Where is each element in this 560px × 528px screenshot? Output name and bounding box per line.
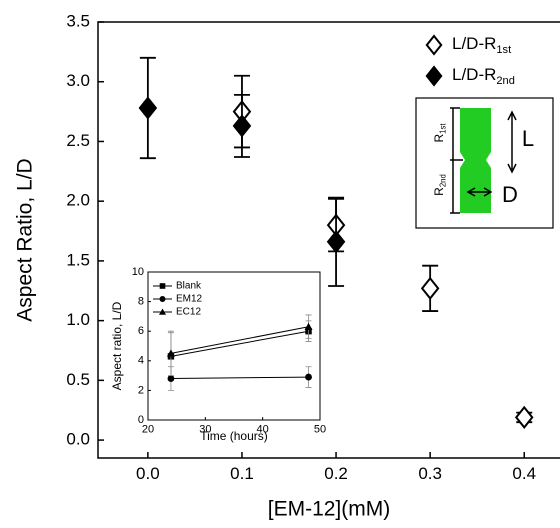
- y-tick-label: 2: [138, 384, 144, 396]
- plot-background: [148, 272, 320, 420]
- axes-frame: [97, 21, 560, 459]
- marker: [420, 276, 440, 300]
- marker: [425, 65, 443, 87]
- y-tick-label: 4: [138, 355, 144, 367]
- y-tick-label: 1.5: [66, 250, 90, 269]
- schematic-label-main: R: [432, 134, 446, 143]
- x-tick-label: 40: [257, 423, 269, 435]
- marker: [304, 322, 313, 330]
- y-tick-label: 0.5: [66, 370, 90, 389]
- marker: [159, 296, 166, 302]
- schematic-label: R2nd: [432, 174, 447, 196]
- schematic-label: L: [522, 126, 534, 151]
- y-tick-label: 0.0: [66, 430, 90, 449]
- marker: [159, 283, 166, 289]
- x-tick-label: 50: [314, 423, 326, 435]
- series-line: [170, 326, 309, 354]
- y-axis-label: Aspect ratio, L/D: [110, 301, 124, 390]
- legend-label: Blank: [176, 281, 202, 292]
- x-tick-label: 30: [199, 423, 211, 435]
- marker: [138, 96, 158, 120]
- marker: [305, 373, 312, 381]
- series-line: [170, 376, 309, 380]
- x-tick-label: 20: [142, 423, 154, 435]
- y-tick-label: 1.0: [66, 310, 90, 329]
- x-axis-label: [EM-12](mM): [268, 498, 391, 521]
- series-line: [170, 330, 309, 357]
- schematic-lines: [450, 107, 517, 214]
- y-tick-label: 10: [132, 266, 144, 278]
- legend-label: EM12: [176, 294, 203, 305]
- y-tick-label: 3.5: [66, 11, 90, 30]
- marker: [167, 375, 175, 382]
- legend-label: EC12: [176, 307, 201, 318]
- legend-label-sub: 1st: [496, 44, 511, 56]
- marker: [425, 34, 443, 56]
- marker: [326, 230, 346, 254]
- y-tick-label: 0: [138, 414, 144, 426]
- schematic-label-sub: 1st: [439, 123, 448, 134]
- x-axis-label: Time (hours): [200, 429, 268, 443]
- marker: [166, 349, 175, 357]
- legend-label: L/D-R1st: [452, 34, 511, 56]
- y-tick-label: 2.0: [66, 191, 90, 210]
- schematic-label-main: R: [432, 187, 446, 196]
- legend-label: L/D-R2nd: [452, 65, 515, 87]
- schematic-label-sub: 2nd: [439, 174, 448, 187]
- x-tick-label: 0.4: [512, 464, 536, 483]
- marker: [159, 308, 166, 315]
- y-tick-label: 3.0: [66, 71, 90, 90]
- marker: [232, 114, 252, 138]
- y-tick-label: 8: [138, 296, 144, 308]
- schematic-label: R1st: [432, 123, 447, 143]
- y-tick-label: 6: [138, 325, 144, 337]
- legend-label-main: L/D-R: [452, 65, 496, 84]
- marker: [514, 405, 534, 429]
- x-tick-label: 0.3: [418, 464, 442, 483]
- x-tick-label: 0.1: [230, 464, 254, 483]
- schematic-shape: [460, 108, 491, 213]
- x-tick-label: 0.0: [136, 464, 160, 483]
- x-tick-label: 0.2: [324, 464, 348, 483]
- legend-label-main: L/D-R: [452, 34, 496, 53]
- legend-label-sub: 2nd: [496, 75, 514, 87]
- y-axis-label: Aspect Ratio, L/D: [14, 158, 37, 321]
- schematic-label: D: [502, 182, 518, 207]
- y-tick-label: 2.5: [66, 131, 90, 150]
